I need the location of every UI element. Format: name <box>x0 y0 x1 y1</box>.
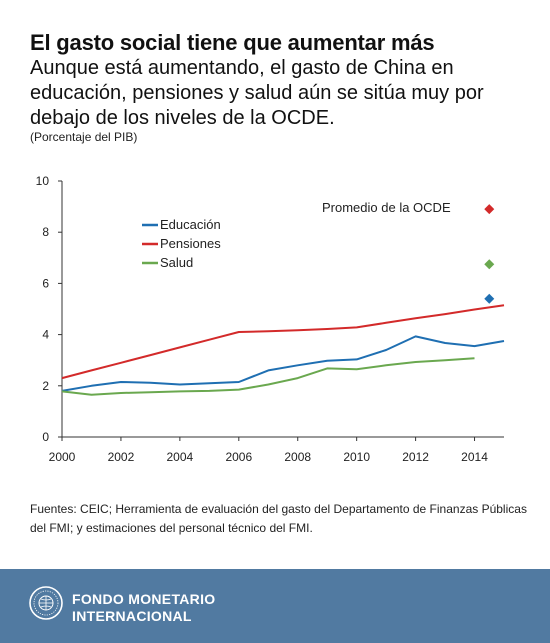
series-line-pensiones <box>61 304 505 380</box>
y-tick-label: 2 <box>42 379 49 393</box>
y-tick-label: 0 <box>42 430 49 444</box>
x-tick-label: 2004 <box>167 450 194 464</box>
x-tick-label: 2008 <box>284 450 311 464</box>
x-tick-label: 2000 <box>49 450 76 464</box>
units-label: (Porcentaje del PIB) <box>30 130 138 144</box>
org-name-line1: FONDO MONETARIO <box>72 591 216 607</box>
series-line-salud <box>61 357 475 396</box>
source-note: Fuentes: CEIC; Herramienta de evaluación… <box>30 502 527 535</box>
line-chart: 0 2 4 6 8 10 2000 2002 2004 2006 2008 2010 2012 2014 E… <box>36 174 505 464</box>
y-tick-label: 4 <box>42 328 49 342</box>
x-tick-label: 2006 <box>225 450 252 464</box>
oecd-marker-educación <box>484 293 495 304</box>
legend-label: Pensiones <box>160 236 221 251</box>
x-tick-label: 2012 <box>402 450 429 464</box>
y-tick-label: 6 <box>42 276 49 290</box>
y-tick-label: 10 <box>36 174 50 188</box>
imf-seal-icon <box>29 586 63 620</box>
chart-subtitle: Aunque está aumentando, el gasto de Chin… <box>30 57 484 129</box>
y-tick-label: 8 <box>42 225 49 239</box>
chart-title: El gasto social tiene que aumentar más <box>30 30 435 55</box>
legend-label: Salud <box>160 255 193 270</box>
org-name-line2: INTERNACIONAL <box>72 608 192 624</box>
x-tick-label: 2014 <box>461 450 488 464</box>
org-name: FONDO MONETARIO INTERNACIONAL <box>72 591 215 625</box>
legend-label: Educación <box>160 217 221 232</box>
oecd-marker-salud <box>484 259 495 270</box>
x-tick-label: 2010 <box>343 450 370 464</box>
series-line-educación <box>61 335 505 392</box>
footer-bar: FONDO MONETARIO INTERNACIONAL <box>0 569 550 643</box>
x-tick-label: 2002 <box>108 450 135 464</box>
oecd-average-label: Promedio de la OCDE <box>322 200 451 215</box>
oecd-marker-pensiones <box>484 204 495 215</box>
